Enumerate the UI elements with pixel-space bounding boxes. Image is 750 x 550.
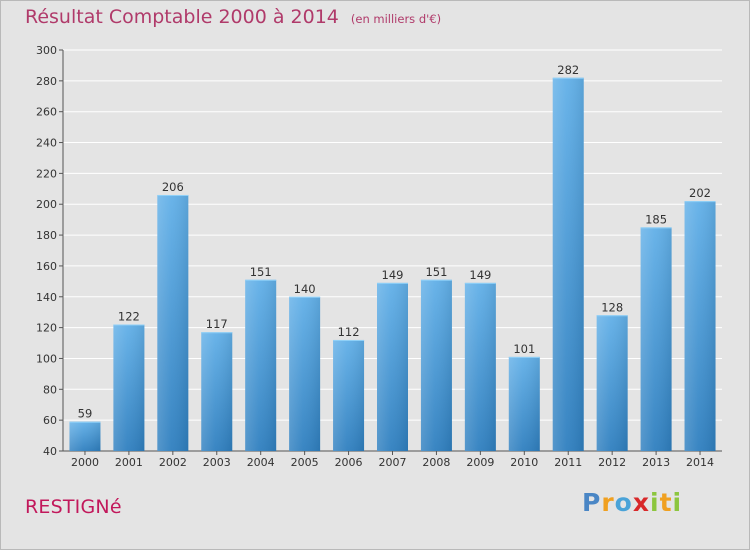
- x-tick-label: 2009: [466, 456, 494, 469]
- y-tick-label: 100: [36, 352, 57, 365]
- data-label: 185: [645, 212, 667, 226]
- data-label: 112: [338, 325, 360, 339]
- bars: [69, 77, 716, 451]
- data-label: 128: [601, 300, 623, 314]
- bar-shine: [289, 296, 321, 451]
- y-tick-label: 200: [36, 198, 57, 211]
- y-tick-label: 160: [36, 260, 57, 273]
- y-tick-label: 280: [36, 75, 57, 88]
- bar-shine: [464, 282, 496, 451]
- y-tick-label: 140: [36, 291, 57, 304]
- data-label: 151: [250, 265, 272, 279]
- x-tick-label: 2007: [379, 456, 407, 469]
- data-label: 202: [689, 186, 711, 200]
- data-label: 149: [469, 268, 491, 282]
- bar-shine: [245, 279, 277, 451]
- bar-shine: [552, 77, 584, 451]
- y-tick-label: 220: [36, 167, 57, 180]
- y-tick-label: 260: [36, 106, 57, 119]
- data-label: 282: [557, 63, 579, 77]
- proxiti-logo: Proxiti: [582, 488, 682, 517]
- x-tick-label: 2010: [510, 456, 538, 469]
- chart-subtitle: (en milliers d'€): [350, 12, 442, 26]
- logo-letter: t: [659, 488, 673, 517]
- bar-shine: [420, 279, 452, 451]
- x-tick-label: 2002: [159, 456, 187, 469]
- logo-letter: x: [632, 488, 650, 517]
- y-tick-label: 120: [36, 322, 57, 335]
- data-label: 206: [162, 180, 184, 194]
- x-tick-label: 2014: [686, 456, 714, 469]
- chart-title: Résultat Comptable 2000 à 2014: [25, 6, 339, 28]
- x-tick-label: 2011: [554, 456, 582, 469]
- y-tick-label: 60: [43, 414, 57, 427]
- y-tick-label: 40: [43, 445, 57, 458]
- data-label: 122: [118, 310, 140, 324]
- data-label: 140: [294, 282, 316, 296]
- bar-shine: [157, 194, 189, 451]
- logo-letter: i: [650, 488, 660, 517]
- x-tick-label: 2003: [203, 456, 231, 469]
- commune-name: RESTIGNé: [25, 496, 122, 518]
- x-tick-label: 2006: [335, 456, 363, 469]
- bar-shine: [201, 332, 233, 451]
- y-tick-label: 240: [36, 137, 57, 150]
- data-label: 59: [78, 407, 93, 421]
- x-tick-label: 2000: [71, 456, 99, 469]
- x-tick-label: 2013: [642, 456, 670, 469]
- logo-letter: P: [582, 488, 602, 517]
- bar-shine: [508, 356, 540, 451]
- y-tick-label: 180: [36, 229, 57, 242]
- y-tick-label: 80: [43, 383, 57, 396]
- logo-letter: o: [614, 488, 633, 517]
- bar-shine: [596, 315, 628, 451]
- bar-shine: [333, 339, 365, 451]
- x-tick-label: 2008: [422, 456, 450, 469]
- logo-letter: r: [601, 488, 615, 517]
- data-label: 149: [382, 268, 404, 282]
- x-tick-label: 2001: [115, 456, 143, 469]
- x-tick-label: 2005: [291, 456, 319, 469]
- logo-letter: i: [672, 488, 683, 517]
- chart-title-block: Résultat Comptable 2000 à 2014 (en millie…: [25, 6, 441, 28]
- data-labels: 59 122 206 117 151 140 112 149 151 149 101 282 128 18…: [78, 63, 711, 421]
- bar-shine: [640, 227, 672, 451]
- data-label: 101: [513, 342, 535, 356]
- bar-shine: [113, 324, 145, 451]
- x-tick-label: 2004: [247, 456, 275, 469]
- y-tick-label: 300: [36, 44, 57, 57]
- x-tick-label: 2012: [598, 456, 626, 469]
- bar-shine: [69, 421, 101, 451]
- data-label: 151: [425, 265, 447, 279]
- bar-shine: [377, 282, 408, 451]
- bar-shine: [684, 201, 716, 451]
- data-label: 117: [206, 317, 228, 331]
